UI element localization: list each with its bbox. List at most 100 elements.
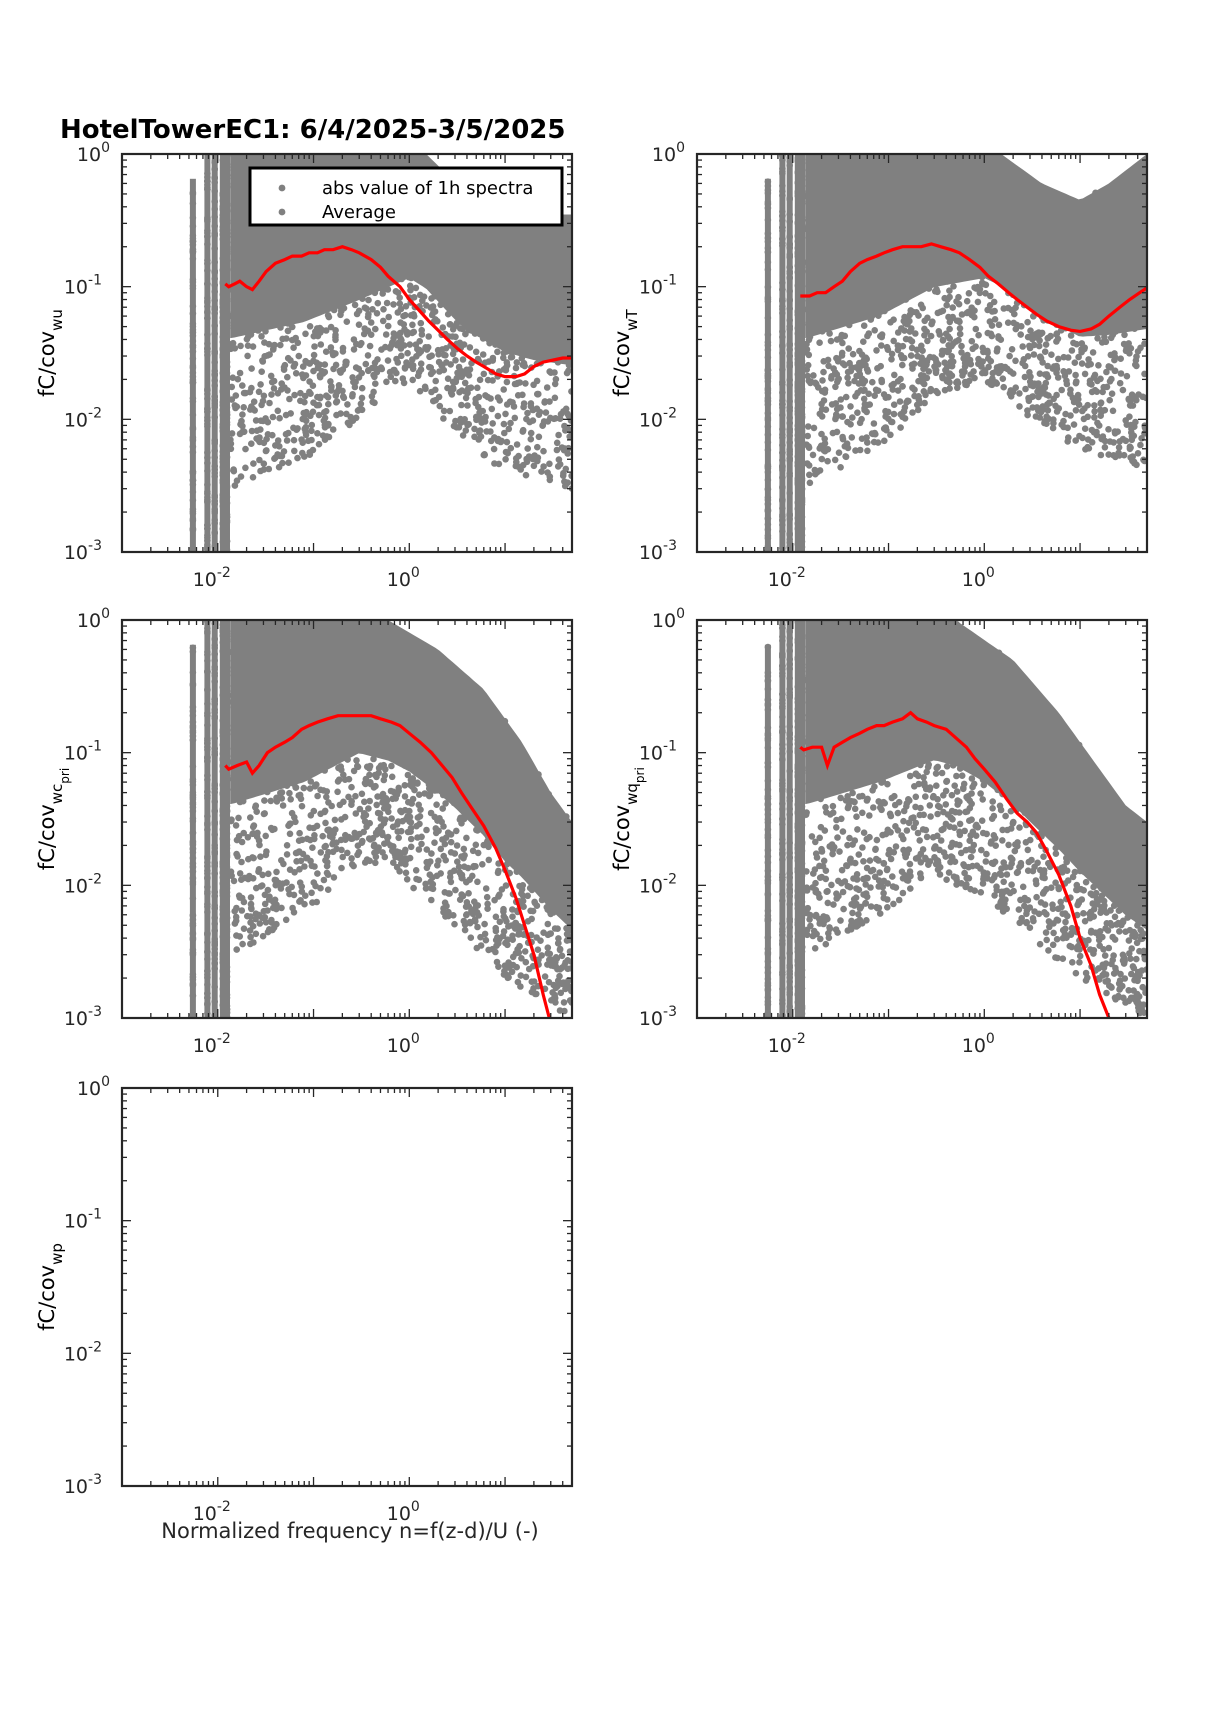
scatter-point [1102, 338, 1110, 346]
scatter-point [244, 733, 251, 741]
scatter-point [395, 736, 402, 744]
scatter-point [313, 401, 321, 409]
scatter-point [963, 297, 971, 305]
scatter-point [1097, 406, 1104, 414]
scatter-point [506, 306, 514, 313]
scatter-point [927, 272, 935, 279]
scatter-point [857, 222, 865, 229]
scatter-point [440, 407, 448, 415]
scatter-point [1057, 262, 1064, 269]
scatter-point [421, 698, 429, 705]
scatter-point [1131, 423, 1138, 431]
scatter-point [962, 354, 969, 362]
scatter-point [972, 207, 979, 215]
scatter-point [488, 273, 496, 280]
scatter-point [363, 275, 370, 282]
scatter-point [968, 337, 976, 345]
scatter-point [1106, 378, 1114, 385]
scatter-point [1073, 298, 1081, 306]
scatter-point [563, 813, 570, 820]
scatter-point [948, 353, 955, 360]
scatter-point [276, 443, 283, 450]
scatter-point [522, 471, 530, 479]
scatter-point [474, 246, 481, 253]
scatter-point [530, 462, 538, 470]
scatter-point [1064, 354, 1072, 361]
scatter-point [303, 408, 310, 416]
scatter-point [1042, 341, 1050, 348]
scatter-point [270, 377, 278, 385]
scatter-point [339, 387, 346, 395]
scatter-point [1018, 323, 1025, 330]
scatter-column [224, 154, 230, 552]
scatter-point [445, 258, 453, 265]
scatter-point [383, 156, 390, 164]
scatter-point [995, 369, 1002, 377]
scatter-point [897, 352, 905, 359]
scatter-point [903, 399, 910, 406]
scatter-point [393, 341, 401, 349]
scatter-point [813, 380, 820, 388]
scatter-point [464, 695, 471, 703]
scatter-point [528, 823, 536, 831]
scatter-point [421, 790, 429, 797]
scatter-point [1093, 207, 1101, 215]
scatter-point [541, 245, 548, 253]
scatter-point [1055, 223, 1062, 231]
scatter-point [842, 453, 850, 461]
scatter-point [1075, 401, 1083, 409]
scatter-point [330, 874, 338, 881]
scatter-point [290, 363, 298, 370]
scatter-point [541, 834, 548, 841]
scatter-point [508, 761, 516, 768]
scatter-point [445, 231, 453, 238]
scatter-point [913, 175, 921, 183]
scatter-point [409, 321, 416, 329]
scatter-point [343, 358, 350, 366]
scatter-point [302, 299, 310, 307]
scatter-point [480, 245, 488, 252]
scatter-point [271, 767, 279, 774]
scatter-point [382, 248, 389, 255]
scatter-point [954, 267, 961, 274]
scatter-point [1091, 371, 1099, 379]
scatter-point [943, 301, 950, 309]
scatter-point [1098, 190, 1106, 198]
scatter-point [348, 855, 355, 862]
scatter-point [832, 415, 839, 423]
scatter-point [302, 748, 309, 755]
scatter-point [1044, 362, 1051, 370]
scatter-point [562, 246, 570, 254]
scatter-point [1077, 294, 1084, 301]
scatter-point [1035, 380, 1042, 387]
scatter-point [1047, 280, 1054, 288]
scatter-point [824, 297, 831, 305]
scatter-point [847, 367, 855, 375]
scatter-point [1092, 189, 1099, 197]
scatter-point [506, 341, 513, 348]
scatter-point [546, 956, 553, 964]
scatter-point [922, 228, 930, 236]
scatter-point [1084, 436, 1092, 443]
scatter-point [887, 234, 895, 242]
scatter-point [910, 192, 917, 200]
scatter-point [285, 459, 292, 467]
scatter-point [1036, 370, 1044, 378]
scatter-point [390, 843, 397, 850]
scatter-point [272, 881, 280, 889]
scatter-point [835, 230, 842, 238]
scatter-point [357, 400, 365, 408]
scatter-point [891, 371, 898, 379]
scatter-point [396, 647, 404, 655]
scatter-point [1071, 322, 1079, 329]
scatter-point [442, 352, 449, 359]
scatter-point [1017, 331, 1024, 338]
scatter-point [556, 966, 564, 973]
scatter-point [482, 413, 489, 421]
scatter-point [250, 398, 258, 406]
scatter-point [275, 781, 282, 788]
scatter-point [447, 242, 454, 250]
scatter-point [229, 758, 236, 765]
scatter-point [878, 228, 885, 235]
scatter-point [810, 175, 817, 182]
